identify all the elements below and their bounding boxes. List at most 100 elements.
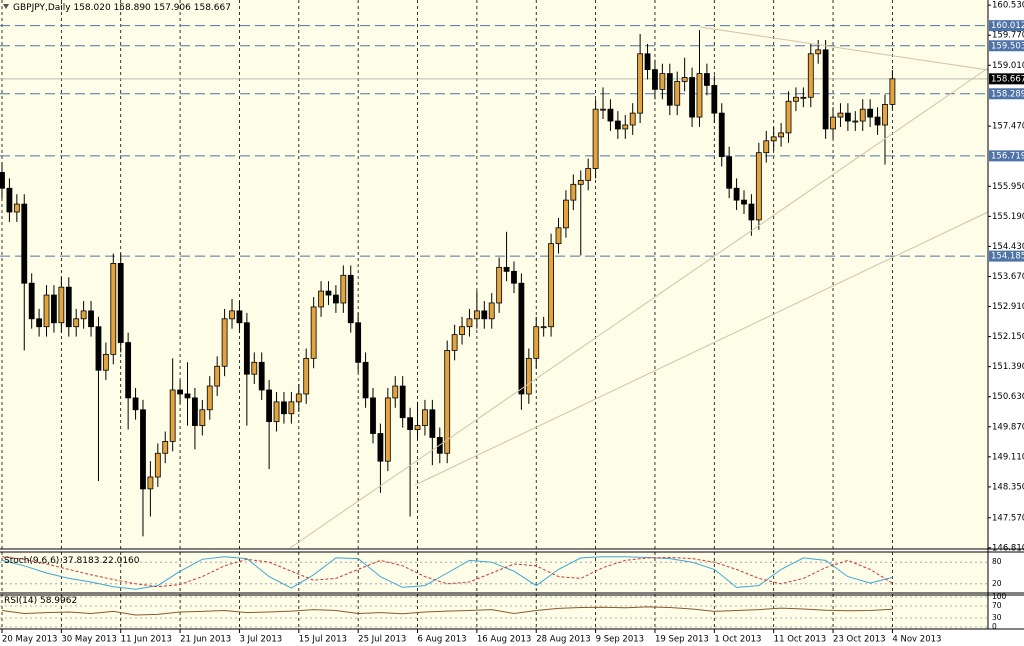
candle-body (340, 274, 347, 304)
y-tick-label: 70 (992, 601, 1002, 610)
candle-body (488, 302, 495, 320)
trend-line (414, 211, 989, 486)
candle-body (206, 385, 213, 411)
level-label: 160.012 (991, 21, 1024, 31)
candle-body (125, 342, 132, 399)
candle-body (711, 85, 718, 114)
y-tick-label: 149.870 (992, 422, 1024, 432)
x-tick-label: 4 Nov 2013 (892, 635, 941, 645)
candle-body (184, 393, 191, 399)
candle-body (251, 361, 258, 375)
x-tick-label: 23 Oct 2013 (833, 635, 886, 645)
x-tick-label: 3 Jul 2013 (239, 635, 282, 645)
candle-body (689, 77, 695, 118)
candle-body (132, 397, 139, 411)
candle-body (229, 310, 235, 320)
candle-body (718, 112, 725, 158)
candle-body (28, 282, 35, 320)
candle-body (548, 243, 554, 328)
candle-body (95, 326, 102, 371)
candle-body (874, 116, 881, 126)
candle-body (177, 389, 183, 395)
y-tick-label: 146.810 (992, 543, 1024, 553)
candle-body (192, 397, 198, 426)
candle-body (859, 108, 866, 122)
indicator-value: 58.9962 (40, 596, 77, 606)
y-tick-label: 147.570 (992, 513, 1024, 523)
level-label: 154.185 (991, 252, 1024, 262)
indicator-name: RSI(14) (4, 596, 37, 606)
candle-body (370, 397, 376, 434)
x-tick-label: 11 Oct 2013 (774, 635, 827, 645)
candle-body (592, 108, 599, 169)
marks (0, 30, 896, 616)
indicator-line (1, 556, 893, 588)
level-label-box (989, 150, 1024, 162)
candle-body (674, 81, 681, 106)
candle-body (807, 53, 814, 98)
candle-body (755, 152, 762, 221)
candle-body (429, 409, 436, 438)
candle-body (518, 282, 525, 395)
candle-body (21, 203, 28, 284)
trend-line (699, 26, 989, 71)
candle-body (0, 172, 5, 189)
y-tick-label: 149.110 (992, 452, 1024, 462)
candle-body (73, 318, 80, 328)
candle-body (607, 108, 614, 122)
candle-body (622, 124, 629, 130)
candle-body (266, 389, 273, 423)
candle-body (511, 270, 517, 284)
candle-body (162, 441, 169, 454)
x-tick-label: 21 Jun 2013 (180, 635, 231, 645)
candle-body (13, 203, 20, 213)
y-tick-label: 151.390 (992, 362, 1024, 372)
y-tick-label: 30 (992, 613, 1002, 622)
level-label-box (989, 20, 1024, 32)
candle-body (318, 290, 324, 308)
candle-body (414, 425, 421, 430)
candle-body (481, 310, 488, 320)
candle-body (570, 183, 577, 201)
rsi-panel (0, 595, 988, 629)
y-tick-label: 160.530 (992, 1, 1024, 11)
current-price-label: 158.667 (991, 74, 1024, 84)
candle-body (822, 49, 829, 130)
candle-body (281, 401, 287, 415)
candle-body (644, 53, 651, 71)
candle-body (844, 112, 851, 122)
ohlc-value: 157.906 (154, 3, 191, 13)
x-tick-label: 1 Oct 2013 (714, 635, 761, 645)
candle-body (741, 199, 747, 205)
candle-body (80, 310, 87, 320)
candle-body (140, 409, 146, 490)
candle-body (332, 294, 339, 304)
candle-body (273, 401, 280, 423)
candle-body (214, 365, 221, 387)
candle-body (800, 96, 807, 99)
candle-body (666, 73, 673, 106)
candle-body (748, 203, 755, 221)
candle-body (422, 409, 428, 426)
rsi-header: RSI(14) 58.9962 (4, 596, 77, 606)
candle-body (503, 266, 510, 272)
candle-body (629, 112, 636, 126)
candle-body (325, 290, 332, 296)
candle-body (659, 73, 666, 90)
y-tick-label: 152.150 (992, 332, 1024, 342)
candle-body (793, 96, 799, 102)
y-tick-label: 153.670 (992, 272, 1024, 282)
candle-body (88, 310, 94, 328)
menu-icon[interactable] (3, 4, 9, 9)
candle-body (117, 263, 124, 343)
y-tick-label: 155.950 (992, 182, 1024, 192)
candle-body (362, 361, 369, 399)
candle-body (555, 227, 562, 245)
candle-body (347, 274, 354, 324)
candle-body (51, 294, 57, 324)
candle-body (882, 104, 888, 126)
candle-body (473, 310, 480, 320)
candle-body (407, 417, 414, 430)
